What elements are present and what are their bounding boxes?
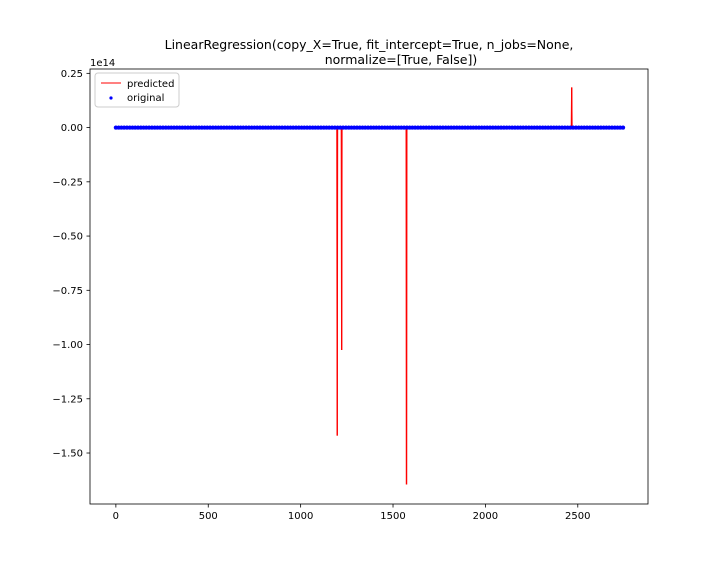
x-tick-label: 500 (199, 511, 218, 522)
y-tick-label: 0.00 (61, 123, 83, 134)
plot-frame (89, 68, 649, 505)
y-tick-label: −1.25 (52, 394, 83, 405)
axes: 0 500 1000 1500 2000 2500 0.25 0.00 −0.25 −0.50 −0… (52, 68, 649, 522)
y-tick-label: −0.50 (52, 232, 83, 243)
y-tick-label: −1.50 (52, 449, 83, 460)
x-tick-label: 2500 (565, 511, 590, 522)
legend: predicted original (94, 72, 180, 108)
legend-frame (94, 72, 180, 108)
y-tick-label: 0.25 (61, 69, 83, 80)
chart-title-line-2: normalize=[True, False]) (325, 52, 478, 67)
y-tick-label: −0.25 (52, 177, 83, 188)
chart-title-line-1: LinearRegression(copy_X=True, fit_interc… (165, 37, 574, 52)
predicted-series-line (115, 87, 624, 485)
x-tick-label: 2000 (473, 511, 498, 522)
original-series (113, 125, 626, 130)
x-tick-label: 1000 (288, 511, 313, 522)
y-tick-label: −1.00 (52, 340, 83, 351)
legend-original-label: original (127, 93, 164, 104)
x-tick-label: 0 (113, 511, 119, 522)
y-offset-label: 1e14 (90, 58, 115, 69)
y-tick-label: −0.75 (52, 286, 83, 297)
original-point (620, 125, 626, 130)
legend-predicted-label: predicted (127, 79, 174, 90)
x-tick-label: 1500 (380, 511, 405, 522)
plot-area (113, 87, 626, 485)
legend-original-swatch (109, 96, 113, 100)
